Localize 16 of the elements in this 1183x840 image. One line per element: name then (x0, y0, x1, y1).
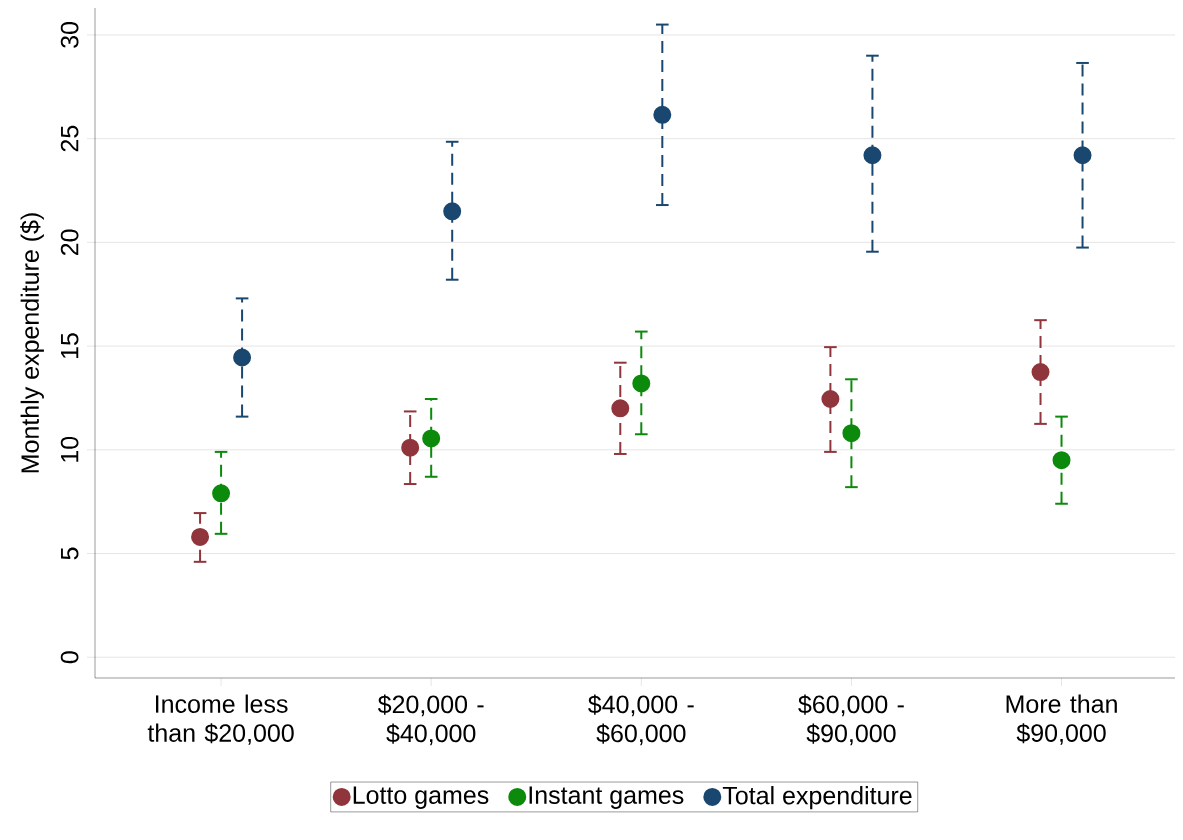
x-tick-label: $20,000 - $40,000 (377, 694, 484, 746)
x-tick-label: $40,000 - $60,000 (588, 694, 694, 746)
y-tick-label: 5 (61, 547, 79, 560)
y-tick-label: 0 (60, 651, 79, 664)
y-tick-label: 15 (61, 333, 79, 359)
legend-label: Lotto games (353, 786, 489, 809)
y-tick-label: 20 (60, 229, 79, 256)
y-tick-label: 30 (60, 22, 79, 48)
legend-label: Total expenditure (722, 786, 912, 810)
x-tick-label: Income less than $20,000 (147, 694, 294, 745)
y-axis-title: Monthly expenditure ($) (20, 213, 44, 473)
legend-label: Instant games (529, 786, 684, 809)
x-tick-label: More than $90,000 (1006, 694, 1117, 745)
y-tick-label: 10 (60, 436, 79, 462)
y-tick-label: 25 (60, 125, 79, 152)
x-tick-label: $60,000 - $90,000 (798, 694, 904, 746)
